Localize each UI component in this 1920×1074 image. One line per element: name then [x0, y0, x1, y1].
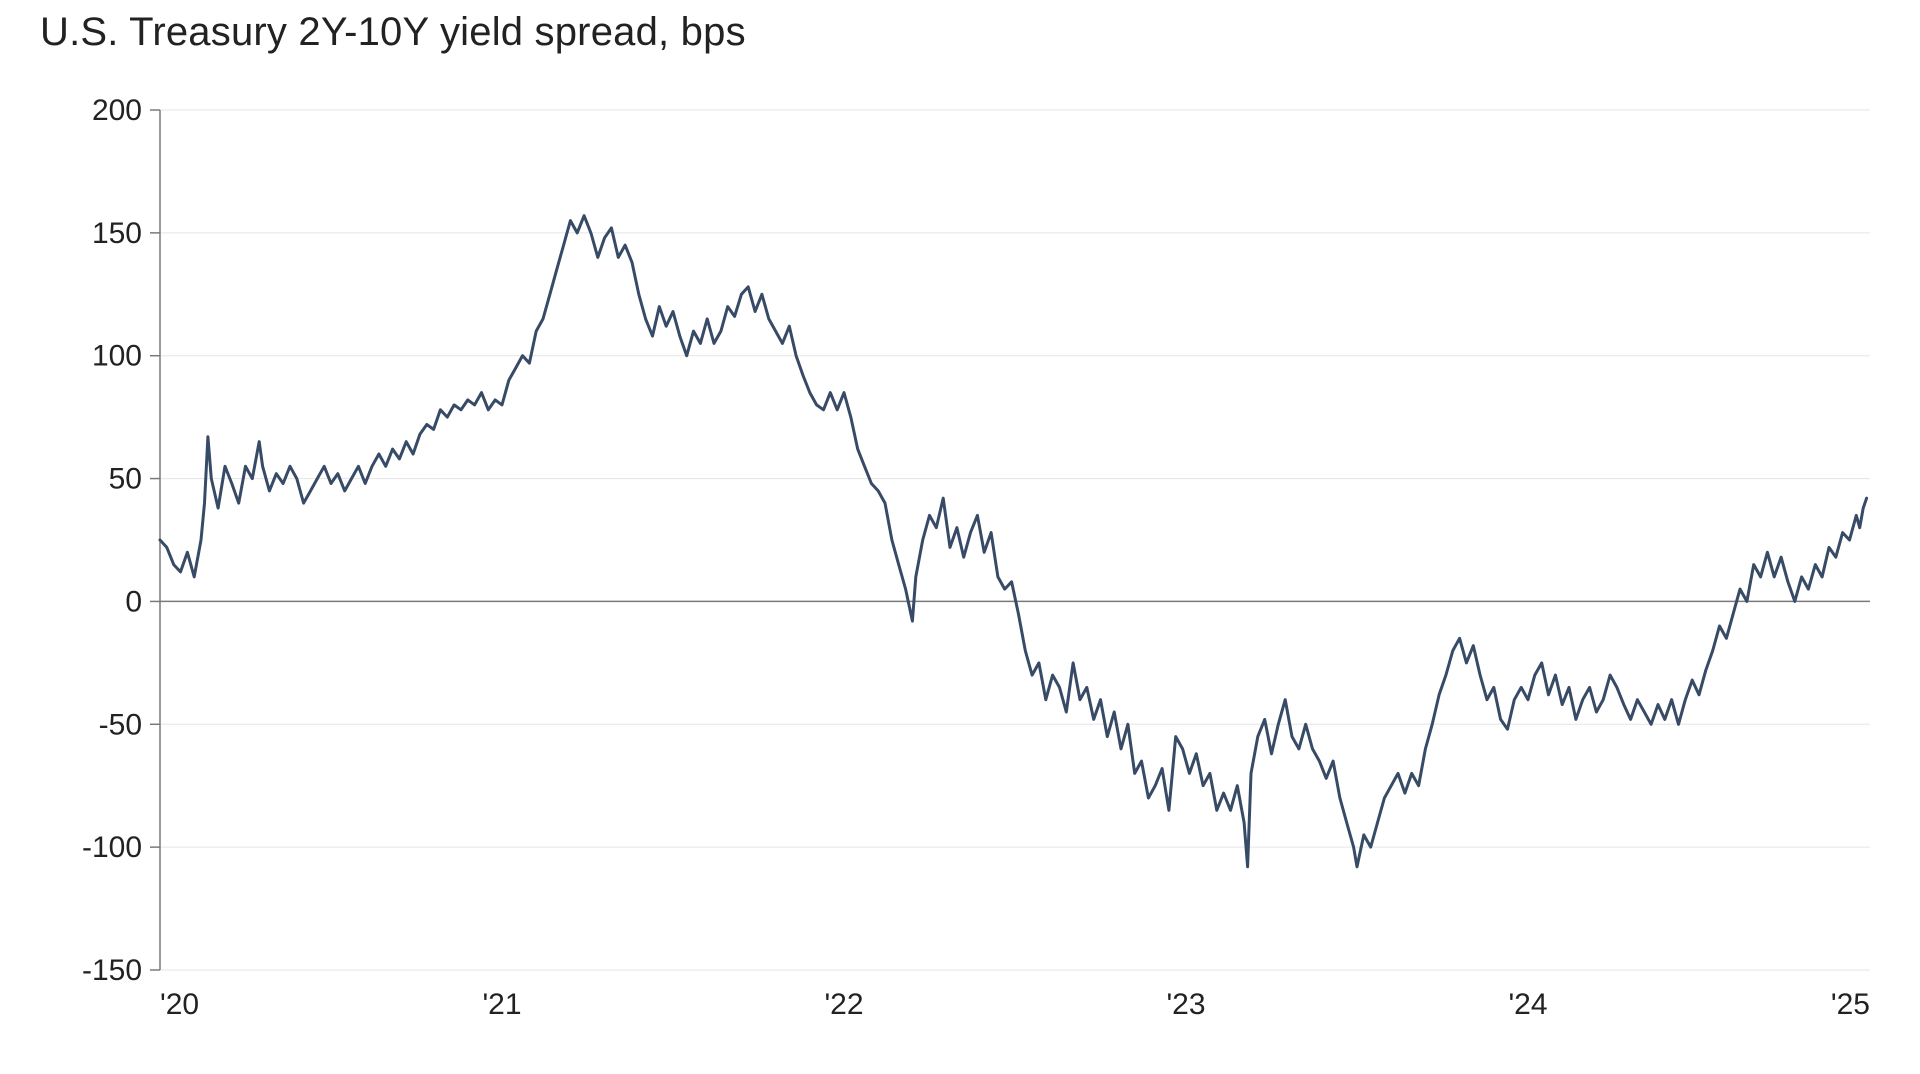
x-tick-label: '21 — [482, 988, 521, 1021]
x-tick-label: '20 — [160, 988, 199, 1021]
y-tick-label: 200 — [92, 94, 142, 127]
y-tick-label: -100 — [82, 831, 142, 864]
yield-spread-chart: -150 -100 -50 0 50 100 150 200 '20 '21 '22 '23 '24 '2… — [40, 80, 1880, 1040]
y-tick: -50 — [99, 708, 160, 741]
y-tick: 0 — [125, 585, 160, 618]
x-tick-label: '22 — [824, 988, 863, 1021]
y-tick-label: 0 — [125, 585, 142, 618]
x-tick: '20 — [160, 988, 199, 1021]
x-tick-label: '23 — [1166, 988, 1205, 1021]
y-tick-label: -150 — [82, 954, 142, 987]
x-tick: '22 — [824, 988, 863, 1021]
y-tick-label: 150 — [92, 217, 142, 250]
y-tick: 200 — [92, 94, 160, 127]
y-tick: 150 — [92, 217, 160, 250]
y-tick: -100 — [82, 831, 160, 864]
chart-svg: -150 -100 -50 0 50 100 150 200 '20 '21 '22 '23 '24 '2… — [40, 80, 1880, 1040]
x-tick-label: '24 — [1508, 988, 1547, 1021]
series-spread-line — [160, 216, 1867, 867]
y-tick-label: 50 — [109, 463, 142, 496]
y-tick-label: -50 — [99, 708, 142, 741]
y-tick-label: 100 — [92, 340, 142, 373]
y-tick: -150 — [82, 954, 160, 987]
x-tick: '21 — [482, 988, 521, 1021]
x-tick: '25 — [1831, 988, 1870, 1021]
x-tick: '23 — [1166, 988, 1205, 1021]
chart-title: U.S. Treasury 2Y-10Y yield spread, bps — [40, 10, 746, 55]
x-tick-label: '25 — [1831, 988, 1870, 1021]
x-tick: '24 — [1508, 988, 1547, 1021]
y-tick: 100 — [92, 340, 160, 373]
y-tick: 50 — [109, 463, 160, 496]
